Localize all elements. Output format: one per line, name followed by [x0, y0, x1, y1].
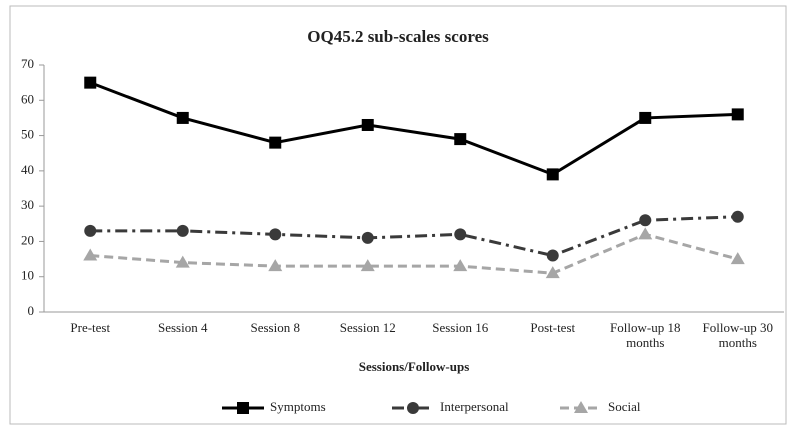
x-tick-label: Follow-up 18 months: [610, 320, 681, 350]
marker: [545, 266, 560, 279]
marker: [454, 228, 467, 241]
y-tick-label: 40: [21, 162, 34, 177]
marker: [361, 118, 374, 131]
marker: [84, 224, 97, 237]
marker: [83, 248, 98, 261]
x-tick-label: Session 12: [339, 320, 396, 335]
marker: [730, 252, 745, 265]
chart-border: [9, 5, 787, 425]
y-tick-label: 30: [21, 197, 34, 212]
marker: [546, 168, 559, 181]
chart-title: OQ45.2 sub-scales scores: [307, 27, 489, 46]
y-tick-label: 60: [21, 91, 34, 106]
legend-label: Social: [608, 399, 641, 414]
x-axis-title: Sessions/Follow-ups: [359, 359, 470, 374]
marker: [731, 108, 744, 121]
marker: [268, 259, 283, 272]
x-tick-label: Session 4: [158, 320, 208, 335]
legend-marker: [574, 401, 588, 413]
y-tick-label: 70: [21, 56, 34, 71]
x-tick-label: Session 8: [250, 320, 300, 335]
marker: [361, 231, 374, 244]
legend-label: Symptoms: [270, 399, 326, 414]
y-tick-label: 10: [21, 268, 34, 283]
marker: [639, 214, 652, 227]
legend-marker: [407, 402, 419, 414]
x-tick-label: Session 16: [432, 320, 489, 335]
marker: [176, 111, 189, 124]
y-tick-label: 20: [21, 232, 34, 247]
x-tick-label: Post-test: [530, 320, 576, 335]
marker: [176, 224, 189, 237]
y-tick-label: 0: [28, 303, 35, 318]
legend-marker: [237, 402, 249, 414]
series-line: [89, 81, 738, 177]
marker: [360, 259, 375, 272]
marker: [731, 210, 744, 223]
x-tick-label: Follow-up 30 months: [702, 320, 773, 350]
y-tick-label: 50: [21, 127, 34, 142]
marker: [175, 255, 190, 268]
series-line: [90, 232, 739, 275]
legend-label: Interpersonal: [440, 399, 509, 414]
marker: [638, 227, 653, 240]
marker: [269, 136, 282, 149]
marker: [546, 249, 559, 262]
x-tick-label: Pre-test: [70, 320, 111, 335]
series-line: [90, 215, 738, 258]
marker: [84, 76, 97, 89]
marker: [454, 133, 467, 146]
marker: [269, 228, 282, 241]
marker: [453, 259, 468, 272]
marker: [639, 111, 652, 124]
